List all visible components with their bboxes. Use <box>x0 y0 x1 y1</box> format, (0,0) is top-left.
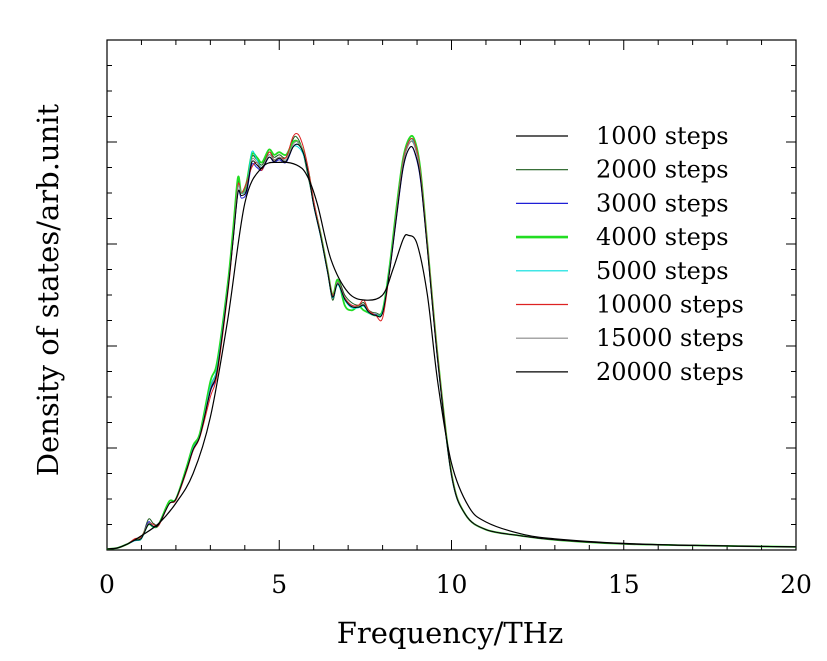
legend-label-10000-steps: 10000 steps <box>596 291 744 319</box>
legend-label-3000-steps: 3000 steps <box>596 189 729 217</box>
series-line-1000-steps <box>106 161 797 550</box>
legend: 1000 steps 2000 steps 3000 steps 4000 steps… <box>516 122 744 386</box>
x-tick-label: 20 <box>780 570 812 599</box>
series-line-20000-steps <box>106 143 797 550</box>
series-lines <box>106 132 797 550</box>
legend-label-4000-steps: 4000 steps <box>596 223 729 251</box>
legend-label-1000-steps: 1000 steps <box>596 122 729 150</box>
legend-label-20000-steps: 20000 steps <box>596 358 744 386</box>
legend-label-5000-steps: 5000 steps <box>596 257 729 285</box>
legend-label-2000-steps: 2000 steps <box>596 156 729 184</box>
x-tick-label: 5 <box>271 570 287 599</box>
legend-label-15000-steps: 15000 steps <box>596 324 744 352</box>
x-axis-label: Frequency/THz <box>337 616 564 650</box>
x-tick-label: 10 <box>436 570 468 599</box>
x-tick-label: 15 <box>608 570 640 599</box>
x-tick-label: 0 <box>99 570 115 599</box>
axis-ticks <box>106 40 797 550</box>
y-axis-label: Density of states/arb.unit <box>31 103 65 476</box>
x-tick-labels: 0 5 10 15 20 <box>99 570 812 599</box>
